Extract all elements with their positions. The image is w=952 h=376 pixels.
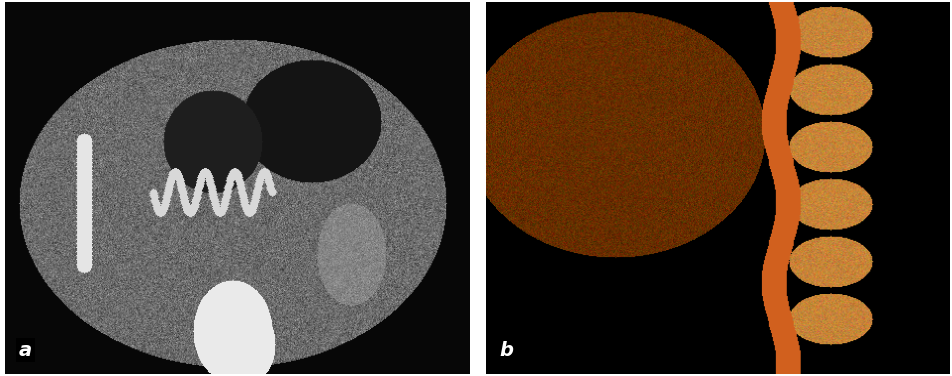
Text: a: a [19,341,31,359]
Text: b: b [500,341,513,359]
